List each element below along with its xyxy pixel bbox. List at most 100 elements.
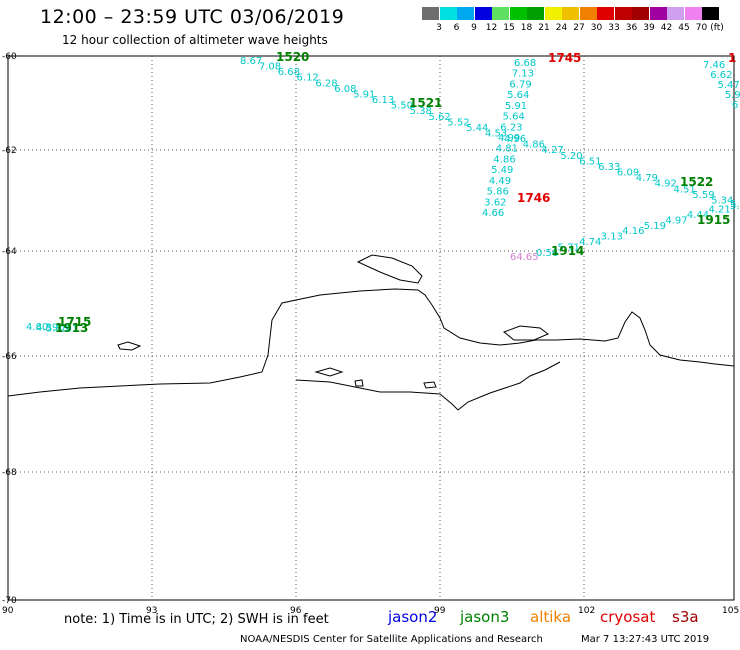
scale-label: 27 (573, 23, 585, 33)
wave-height-value: 4.49 (489, 176, 511, 187)
wave-height-value: 6.68 (514, 58, 536, 69)
wave-height-value: 4.21 (708, 204, 730, 215)
latitude-label: -68 (2, 468, 17, 478)
scale-label: 45 (678, 23, 690, 33)
longitude-label: 105 (722, 606, 739, 616)
wave-height-value: 5.62 (428, 112, 450, 123)
scale-swatch (579, 7, 597, 20)
scale-unit: (ft) (710, 23, 724, 33)
wave-height-value: 4.74 (579, 237, 601, 248)
island-6 (314, 367, 344, 377)
map-title: 12:00 – 23:59 UTC 03/06/2019 (40, 6, 345, 28)
wave-height-value: 0.56 (536, 248, 558, 259)
ice-shelf-edge (295, 361, 561, 411)
wave-height-value: 5.38 (410, 106, 432, 117)
scale-label: 12 (485, 23, 498, 33)
wave-height-value: 4.92 (655, 179, 677, 190)
island-2 (117, 341, 142, 351)
pass-time-label: 1521 (409, 96, 442, 110)
track-3: 7.466.625.475.96 (703, 60, 740, 111)
pass-time-label: 1520 (276, 50, 309, 64)
scale-swatch (667, 7, 684, 20)
wave-height-value: 7.46 (703, 60, 725, 71)
wave-height-value: 5.44 (466, 123, 488, 134)
wave-height-value: 5.59 (692, 190, 714, 201)
wave-height-value: 5.91 (505, 101, 527, 112)
satellite-jason3: jason3 (460, 608, 510, 626)
wave-height-value: 5.9 (725, 90, 740, 101)
scale-swatch (649, 7, 667, 20)
satellite-s3a: s3a (672, 608, 699, 626)
antarctic-coastline (7, 288, 735, 397)
wave-height-value: 4.99 (498, 133, 520, 144)
pass-time-label: 1746 (517, 191, 550, 205)
scale-label: 18 (520, 23, 533, 33)
scale-label: 36 (625, 23, 638, 33)
satellite-altika: altika (530, 608, 572, 626)
pass-time-label: 1745 (548, 51, 581, 65)
wave-height-value: 4.80 (26, 322, 48, 333)
wave-height-value: 4.39 (36, 323, 58, 334)
wave-height-value: 4.53 (485, 129, 507, 140)
wave-height-value: 64.65 (510, 252, 539, 263)
wave-height-value: 6.33 (598, 162, 620, 173)
wave-height-value: 4.81 (496, 144, 518, 155)
scale-swatch (439, 7, 457, 20)
scale-label: 42 (660, 23, 673, 33)
track-5: 64.65 (510, 252, 539, 263)
wave-height-value: 4.96 (504, 134, 526, 145)
wave-height-value: 4.86 (493, 154, 515, 165)
scale-label: 9 (471, 23, 477, 33)
wave-height-value: 3.91 (56, 324, 78, 335)
wave-height-value: 4.97 (665, 215, 687, 226)
scale-label: 24 (555, 23, 568, 33)
wave-height-value: 3.62 (484, 197, 506, 208)
wave-height-value: 6.08 (334, 84, 356, 95)
pass-time-label: 1915 (697, 213, 730, 227)
latitude-label: -64 (2, 247, 17, 257)
wave-height-value: 4.66 (482, 208, 504, 219)
scale-swatch (422, 7, 439, 20)
wave-height-value: 4.27 (542, 145, 564, 156)
graticule (8, 56, 734, 600)
wave-height-value: 7.08 (259, 62, 281, 73)
wave-height-value: 4.79 (636, 173, 658, 184)
track-1: 6.687.136.795.645.915.646.234.994.814.86… (482, 58, 536, 219)
scale-swatch (457, 7, 474, 20)
longitude-label: 90 (2, 606, 14, 616)
wave-height-value: 6.51 (579, 156, 601, 167)
wave-height-value: 6.68 (278, 67, 300, 78)
scale-label: 70 (695, 23, 708, 33)
scale-swatch (614, 7, 632, 20)
scale-label: 15 (503, 23, 515, 33)
wave-height-value: 5.19 (644, 221, 666, 232)
pass-time-label: 1 (728, 51, 736, 65)
wave-height-value: 5.62 (730, 199, 740, 210)
altimeter-tracks: 8.677.086.686.126.286.085.916.135.505.38… (26, 56, 740, 335)
wave-height-value: 5.68 (46, 323, 68, 334)
wave-height-value: 5.52 (447, 117, 469, 128)
wave-height-value: 6.62 (710, 70, 732, 81)
track-2: 0.565.714.743.134.165.194.974.444.215.62 (536, 199, 740, 259)
scale-swatch (509, 7, 527, 20)
wave-height-value: 6.09 (617, 168, 639, 179)
longitude-label: 96 (290, 606, 302, 616)
latitude-label: -60 (2, 52, 17, 62)
scale-swatch (474, 7, 492, 20)
wave-height-value: 4.16 (622, 226, 644, 237)
scale-label: 30 (590, 23, 603, 33)
footnote: note: 1) Time is in UTC; 2) SWH is in fe… (64, 612, 329, 627)
wave-height-value: 5.34 (711, 195, 733, 206)
latitude-label: -70 (2, 596, 17, 606)
wave-height-value: 3.13 (601, 232, 623, 243)
wave-height-value: 5.16 (730, 201, 740, 212)
scale-label: 21 (538, 23, 550, 33)
scale-swatch (527, 7, 544, 20)
wave-height-value: 7.13 (512, 69, 534, 80)
latitude-label: -66 (2, 352, 17, 362)
scale-swatch (544, 7, 562, 20)
satellite-jason2: jason2 (388, 608, 438, 626)
wave-height-value: 4.44 (687, 210, 709, 221)
island-4 (354, 379, 364, 387)
